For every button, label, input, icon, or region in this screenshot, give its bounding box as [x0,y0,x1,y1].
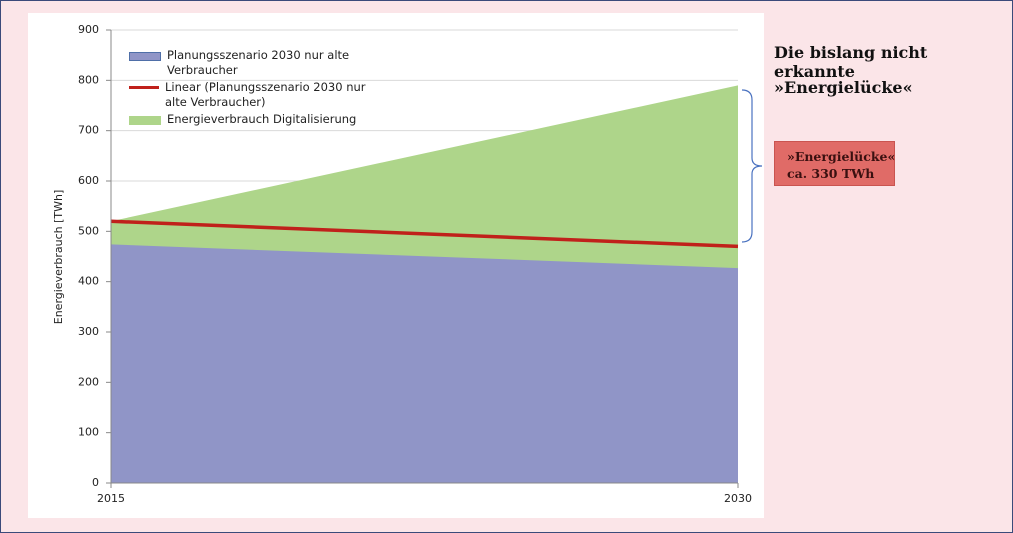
legend-item: Planungsszenario 2030 nur alte Verbrauch… [129,48,374,78]
legend-label: Planungsszenario 2030 nur alte Verbrauch… [167,48,350,77]
annotation-box: »Energielücke« ca. 330 TWh [774,141,895,186]
legend-swatch [129,116,161,125]
x-tick-label: 2015 [97,492,125,505]
legend-label: Linear (Planungsszenario 2030 nur alte V… [165,80,366,109]
y-tick-label: 0 [92,476,99,489]
y-tick-label: 400 [78,275,99,288]
legend-label: Energieverbrauch Digitalisierung [167,112,357,126]
y-tick-label: 600 [78,174,99,187]
y-tick-label: 800 [78,73,99,86]
annotation-text: ca. 330 TWh [787,166,875,181]
y-tick-label: 900 [78,23,99,36]
annotation-title: Die bislang nicht erkannte [774,43,928,81]
brace [741,89,763,243]
y-tick-label: 300 [78,325,99,338]
legend: Planungsszenario 2030 nur alte Verbrauch… [129,48,374,129]
area [111,244,738,483]
y-tick-label: 500 [78,224,99,237]
annotation-title: »Energielücke« [774,78,913,97]
annotation-text: »Energielücke« [787,149,896,164]
y-tick-label: 700 [78,124,99,137]
legend-swatch [129,52,161,61]
legend-item: Energieverbrauch Digitalisierung [129,112,374,127]
legend-item: Linear (Planungsszenario 2030 nur alte V… [129,80,374,110]
y-tick-label: 200 [78,375,99,388]
legend-swatch [129,86,159,89]
line [110,219,739,249]
x-tick-label: 2030 [724,492,752,505]
y-tick-label: 100 [78,426,99,439]
y-axis-label: Energieverbrauch [TWh] [52,190,65,325]
